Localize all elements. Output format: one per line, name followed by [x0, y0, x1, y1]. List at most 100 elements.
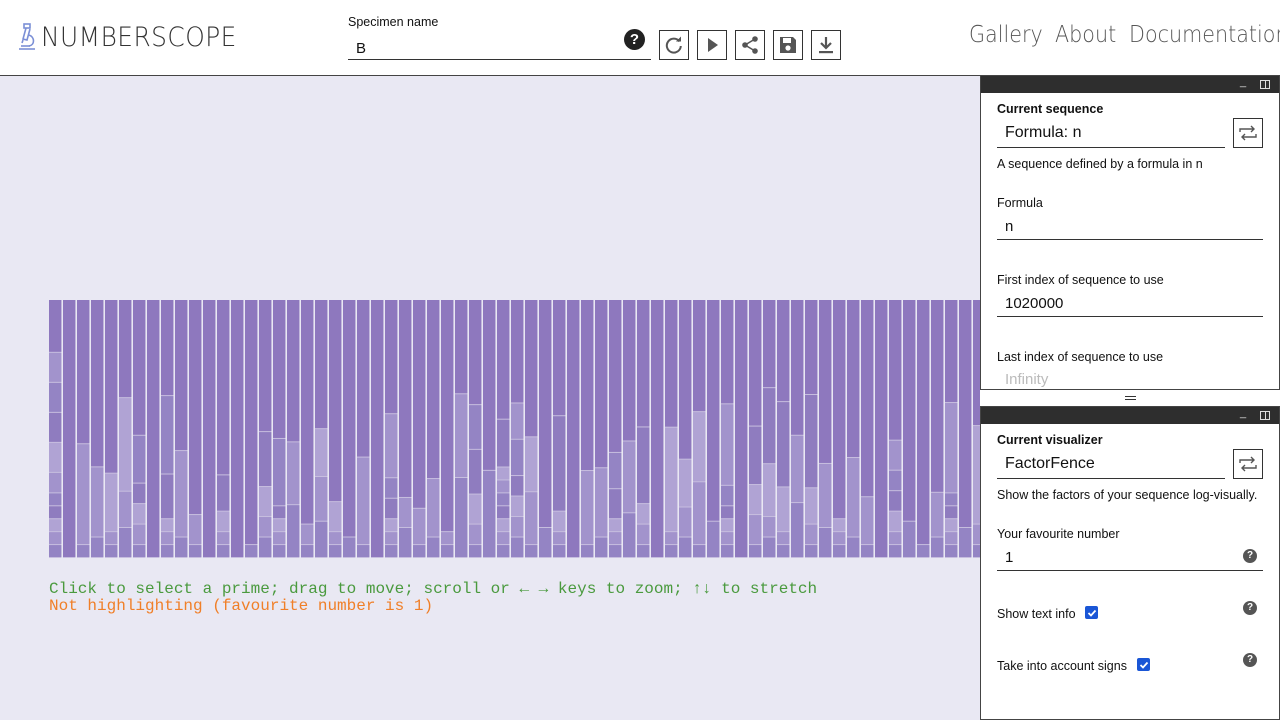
prime-factor-segment[interactable] — [217, 511, 230, 532]
prime-factor-segment[interactable] — [413, 545, 426, 557]
prime-factor-segment[interactable] — [357, 545, 370, 557]
prime-factor-segment[interactable] — [133, 300, 146, 435]
fence-bar[interactable] — [119, 300, 132, 558]
prime-factor-segment[interactable] — [49, 506, 62, 519]
prime-factor-segment[interactable] — [301, 545, 314, 557]
prime-factor-segment[interactable] — [917, 300, 930, 545]
prime-factor-segment[interactable] — [175, 451, 188, 537]
nav-about[interactable]: About — [1055, 22, 1117, 48]
fence-bar[interactable] — [217, 300, 230, 558]
prime-factor-segment[interactable] — [889, 440, 902, 470]
fence-bar[interactable] — [819, 300, 832, 558]
fence-bar[interactable] — [175, 300, 188, 558]
fence-bar[interactable] — [637, 300, 650, 558]
prime-factor-segment[interactable] — [581, 471, 594, 545]
prime-factor-segment[interactable] — [553, 300, 566, 416]
prime-factor-segment[interactable] — [105, 532, 118, 545]
fence-bar[interactable] — [665, 300, 678, 558]
prime-factor-segment[interactable] — [665, 532, 678, 545]
prime-factor-segment[interactable] — [889, 532, 902, 545]
fence-bar[interactable] — [105, 300, 118, 558]
dock-icon[interactable] — [1260, 80, 1270, 89]
prime-factor-segment[interactable] — [329, 532, 342, 545]
prime-factor-segment[interactable] — [161, 532, 174, 545]
prime-factor-segment[interactable] — [329, 545, 342, 557]
prime-factor-segment[interactable] — [973, 524, 980, 545]
prime-factor-segment[interactable] — [707, 300, 720, 521]
prime-factor-segment[interactable] — [553, 545, 566, 557]
prime-factor-segment[interactable] — [511, 476, 524, 496]
prime-factor-segment[interactable] — [329, 502, 342, 532]
prime-factor-segment[interactable] — [623, 441, 636, 513]
fence-bar[interactable] — [735, 300, 748, 558]
prime-factor-segment[interactable] — [497, 545, 510, 557]
prime-factor-segment[interactable] — [385, 545, 398, 557]
prime-factor-segment[interactable] — [441, 300, 454, 532]
prime-factor-segment[interactable] — [49, 442, 62, 472]
prime-factor-segment[interactable] — [343, 537, 356, 557]
prime-factor-segment[interactable] — [931, 537, 944, 557]
prime-factor-segment[interactable] — [945, 532, 958, 545]
prime-factor-segment[interactable] — [273, 300, 286, 438]
prime-factor-segment[interactable] — [161, 396, 174, 474]
prime-factor-segment[interactable] — [721, 300, 734, 404]
prime-factor-segment[interactable] — [469, 545, 482, 557]
prime-factor-segment[interactable] — [119, 527, 132, 557]
prime-factor-segment[interactable] — [49, 352, 62, 382]
prime-factor-segment[interactable] — [301, 524, 314, 545]
prime-factor-segment[interactable] — [679, 300, 692, 459]
prime-factor-segment[interactable] — [483, 470, 496, 557]
change-visualizer-button[interactable] — [1233, 449, 1263, 479]
prime-factor-segment[interactable] — [525, 545, 538, 557]
prime-factor-segment[interactable] — [637, 504, 650, 524]
prime-factor-segment[interactable] — [399, 527, 412, 557]
prime-factor-segment[interactable] — [511, 517, 524, 537]
prime-factor-segment[interactable] — [805, 545, 818, 557]
prime-factor-segment[interactable] — [385, 300, 398, 414]
prime-factor-segment[interactable] — [763, 388, 776, 464]
prime-factor-segment[interactable] — [609, 489, 622, 519]
signs-checkbox[interactable] — [1137, 658, 1150, 671]
fence-bar[interactable] — [679, 300, 692, 558]
prime-factor-segment[interactable] — [847, 300, 860, 458]
prime-factor-segment[interactable] — [49, 412, 62, 442]
specimen-name-input[interactable] — [348, 33, 651, 60]
prime-factor-segment[interactable] — [777, 487, 790, 532]
prime-factor-segment[interactable] — [301, 300, 314, 524]
prime-factor-segment[interactable] — [497, 467, 510, 480]
prime-factor-segment[interactable] — [917, 545, 930, 557]
prime-factor-segment[interactable] — [161, 519, 174, 532]
prime-factor-segment[interactable] — [77, 444, 90, 545]
prime-factor-segment[interactable] — [609, 519, 622, 532]
fence-bar[interactable] — [77, 300, 90, 558]
prime-factor-segment[interactable] — [147, 300, 160, 557]
prime-factor-segment[interactable] — [315, 521, 328, 557]
prime-factor-segment[interactable] — [49, 472, 62, 493]
fence-bar[interactable] — [917, 300, 930, 558]
fence-bar[interactable] — [847, 300, 860, 558]
panel-divider[interactable] — [980, 390, 1280, 406]
prime-factor-segment[interactable] — [959, 300, 972, 527]
fence-bar[interactable] — [455, 300, 468, 558]
fence-bar[interactable] — [973, 300, 980, 558]
fence-bar[interactable] — [301, 300, 314, 558]
fence-bar[interactable] — [49, 300, 62, 558]
prime-factor-segment[interactable] — [63, 300, 76, 557]
prime-factor-segment[interactable] — [49, 382, 62, 412]
prime-factor-segment[interactable] — [357, 457, 370, 545]
prime-factor-segment[interactable] — [833, 545, 846, 557]
fence-bar[interactable] — [399, 300, 412, 558]
prime-factor-segment[interactable] — [791, 503, 804, 557]
prime-factor-segment[interactable] — [637, 524, 650, 545]
prime-factor-segment[interactable] — [217, 532, 230, 545]
show-text-checkbox[interactable] — [1085, 606, 1098, 619]
prime-factor-segment[interactable] — [609, 532, 622, 545]
prime-factor-segment[interactable] — [119, 300, 132, 398]
prime-factor-segment[interactable] — [973, 545, 980, 557]
prime-factor-segment[interactable] — [833, 300, 846, 519]
fence-bar[interactable] — [469, 300, 482, 558]
prime-factor-segment[interactable] — [553, 416, 566, 511]
prime-factor-segment[interactable] — [49, 519, 62, 532]
prime-factor-segment[interactable] — [763, 517, 776, 537]
prime-factor-segment[interactable] — [161, 300, 174, 396]
